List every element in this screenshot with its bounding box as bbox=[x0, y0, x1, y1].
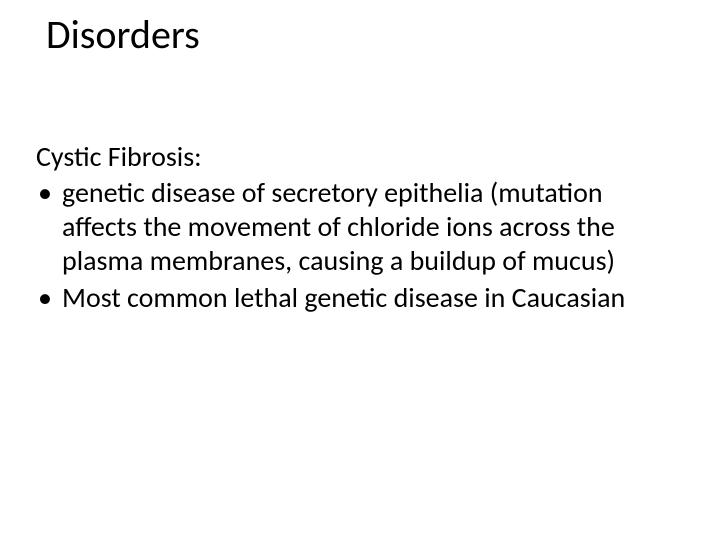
list-item: Most common lethal genetic disease in Ca… bbox=[36, 281, 660, 315]
slide-title: Disorders bbox=[46, 10, 200, 59]
bullet-list: genetic disease of secretory epithelia (… bbox=[36, 176, 660, 315]
slide-body: Cystic Fibrosis: genetic disease of secr… bbox=[36, 140, 660, 317]
bullet-text: Most common lethal genetic disease in Ca… bbox=[62, 280, 625, 315]
slide: Disorders Cystic Fibrosis: genetic disea… bbox=[0, 0, 720, 540]
bullet-text: genetic disease of secretory epithelia (… bbox=[62, 175, 615, 278]
list-item: genetic disease of secretory epithelia (… bbox=[36, 176, 660, 278]
body-lead: Cystic Fibrosis: bbox=[36, 140, 660, 174]
